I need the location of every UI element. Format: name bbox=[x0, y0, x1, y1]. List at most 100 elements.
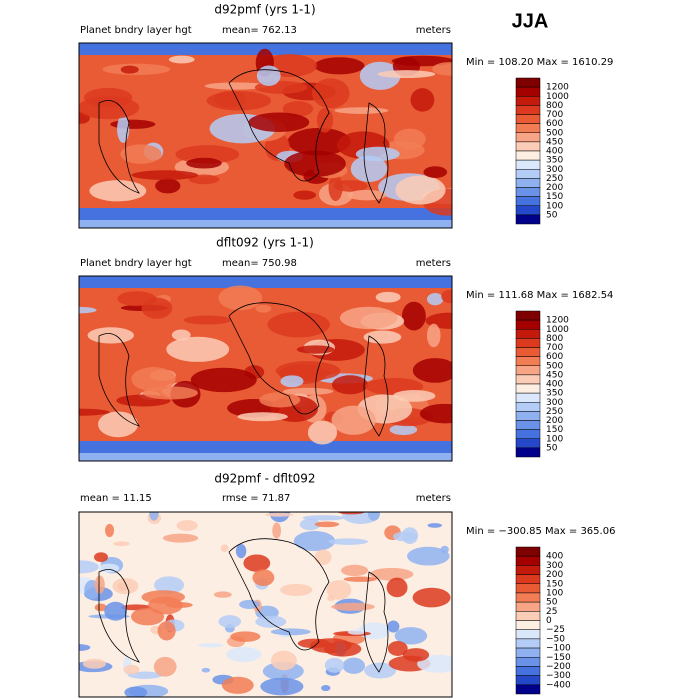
contour-patch bbox=[272, 522, 282, 539]
contour-patch bbox=[327, 595, 336, 602]
colorbar-box bbox=[515, 546, 541, 557]
mean-label: mean= 750.98 bbox=[222, 258, 297, 269]
colorbar-box bbox=[515, 392, 541, 403]
colorbar-label: −300 bbox=[546, 671, 571, 681]
contour-patch bbox=[265, 512, 294, 517]
contour-patch bbox=[87, 327, 134, 344]
colorbar-box bbox=[515, 365, 541, 376]
contour-patch bbox=[218, 285, 263, 311]
colorbar-label: 400 bbox=[546, 380, 563, 390]
contour-patch bbox=[94, 575, 105, 594]
left-label: Planet bndry layer hgt bbox=[80, 25, 192, 36]
colorbar-label: 250 bbox=[546, 174, 563, 184]
colorbar-box bbox=[515, 356, 541, 366]
contour-patch bbox=[176, 520, 198, 532]
units-label: meters bbox=[416, 493, 451, 504]
panel-title: d92pmf - dflt092 bbox=[214, 472, 315, 486]
colorbar-box bbox=[515, 187, 541, 197]
colorbar-box bbox=[515, 132, 541, 143]
colorbar-box bbox=[515, 592, 541, 603]
colorbar-label: 50 bbox=[546, 210, 558, 220]
contour-patch bbox=[314, 521, 340, 528]
min-max: Min = 108.20 Max = 1610.29 bbox=[466, 57, 613, 68]
colorbar-label: 150 bbox=[546, 192, 563, 202]
contour-patch bbox=[148, 596, 183, 615]
contour-patch bbox=[117, 291, 157, 307]
contour-patch bbox=[226, 646, 262, 663]
contour-patch bbox=[394, 627, 428, 645]
contour-patch bbox=[243, 554, 271, 572]
coastline bbox=[98, 69, 389, 204]
colorbar-box bbox=[515, 114, 541, 124]
colorbar-label: 350 bbox=[546, 389, 563, 399]
contour-patch bbox=[347, 189, 387, 201]
left-label: mean = 11.15 bbox=[80, 493, 152, 504]
contour-patch bbox=[412, 587, 451, 608]
colorbar-label: 1000 bbox=[546, 325, 569, 335]
contour-patch bbox=[79, 306, 97, 314]
mean-label: rmse = 71.87 bbox=[222, 493, 290, 504]
panel-title: d92pmf (yrs 1-1) bbox=[214, 3, 315, 17]
colorbar-label: 350 bbox=[546, 156, 563, 166]
colorbar-label: 500 bbox=[546, 361, 563, 371]
contour-patch bbox=[79, 644, 91, 651]
colorbar-box bbox=[515, 150, 541, 161]
contour-patch bbox=[423, 166, 448, 178]
contour-patch bbox=[441, 289, 452, 304]
colorbar-box bbox=[515, 420, 541, 430]
polar-south-edge bbox=[79, 453, 452, 461]
contour-patch bbox=[342, 657, 366, 674]
contour-patch bbox=[256, 65, 281, 86]
contour-patch bbox=[323, 641, 362, 657]
contour-patch bbox=[386, 577, 408, 598]
contour-patch bbox=[401, 301, 426, 331]
contour-patch bbox=[255, 304, 272, 313]
contour-patch bbox=[387, 641, 408, 656]
contour-patch bbox=[287, 127, 351, 156]
colorbar-box bbox=[515, 411, 541, 421]
contour-patch bbox=[387, 620, 400, 633]
contour-patch bbox=[221, 676, 254, 694]
contour-patch bbox=[270, 628, 311, 636]
contour-patch bbox=[339, 306, 398, 330]
contour-patch bbox=[280, 583, 313, 596]
contour-patch bbox=[364, 662, 397, 679]
contour-patch bbox=[391, 55, 452, 67]
colorbar-box bbox=[515, 638, 541, 649]
contour-patch bbox=[426, 323, 441, 348]
colorbar-box bbox=[515, 319, 541, 330]
colorbar-label: −400 bbox=[546, 680, 571, 690]
contour-patch bbox=[426, 293, 444, 306]
min-max: Min = −300.85 Max = 365.06 bbox=[466, 526, 615, 537]
contour-patch bbox=[321, 684, 331, 692]
contour-patch bbox=[367, 512, 381, 521]
contour-patch bbox=[157, 621, 176, 641]
map bbox=[79, 512, 452, 697]
contour-patch bbox=[113, 541, 130, 547]
units-label: meters bbox=[416, 25, 451, 36]
colorbar-box bbox=[515, 105, 541, 115]
colorbar-label: 50 bbox=[546, 598, 558, 608]
colorbar-box bbox=[515, 429, 541, 439]
contour-patch bbox=[188, 174, 220, 185]
contour-patch bbox=[112, 578, 139, 595]
contour-patch bbox=[120, 144, 162, 164]
contour-patch bbox=[131, 367, 176, 392]
contour-patch bbox=[89, 180, 147, 202]
contour-patch bbox=[154, 576, 185, 594]
map-border bbox=[78, 42, 453, 229]
contour-patch bbox=[293, 531, 336, 551]
contour-patch bbox=[153, 656, 177, 677]
colorbar-label: 450 bbox=[546, 370, 563, 380]
contour-patch bbox=[296, 345, 335, 354]
colorbar-box bbox=[515, 96, 541, 106]
colorbar-label: 100 bbox=[546, 588, 563, 598]
colorbar-label: 300 bbox=[546, 398, 563, 408]
colorbar-box bbox=[515, 178, 541, 188]
colorbar-box bbox=[515, 620, 541, 630]
colorbar-box bbox=[515, 86, 541, 97]
contour-patch bbox=[230, 631, 261, 642]
contour-patch bbox=[402, 648, 430, 662]
contour-patch bbox=[295, 370, 333, 377]
colorbar-label: 700 bbox=[546, 110, 563, 120]
